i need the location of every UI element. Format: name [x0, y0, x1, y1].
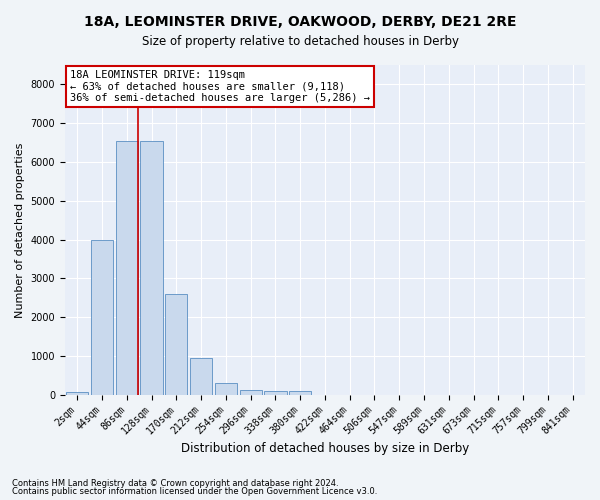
Bar — [116, 140, 138, 394]
Y-axis label: Number of detached properties: Number of detached properties — [15, 142, 25, 318]
Bar — [140, 140, 163, 394]
Bar — [91, 240, 113, 394]
Bar — [165, 294, 187, 394]
Text: Contains public sector information licensed under the Open Government Licence v3: Contains public sector information licen… — [12, 487, 377, 496]
Text: Size of property relative to detached houses in Derby: Size of property relative to detached ho… — [142, 35, 458, 48]
Text: 18A LEOMINSTER DRIVE: 119sqm
← 63% of detached houses are smaller (9,118)
36% of: 18A LEOMINSTER DRIVE: 119sqm ← 63% of de… — [70, 70, 370, 103]
Bar — [289, 392, 311, 394]
X-axis label: Distribution of detached houses by size in Derby: Distribution of detached houses by size … — [181, 442, 469, 455]
Bar — [264, 391, 287, 394]
Bar — [190, 358, 212, 394]
Bar — [239, 390, 262, 394]
Text: Contains HM Land Registry data © Crown copyright and database right 2024.: Contains HM Land Registry data © Crown c… — [12, 478, 338, 488]
Bar — [66, 392, 88, 394]
Text: 18A, LEOMINSTER DRIVE, OAKWOOD, DERBY, DE21 2RE: 18A, LEOMINSTER DRIVE, OAKWOOD, DERBY, D… — [84, 15, 516, 29]
Bar — [215, 382, 237, 394]
